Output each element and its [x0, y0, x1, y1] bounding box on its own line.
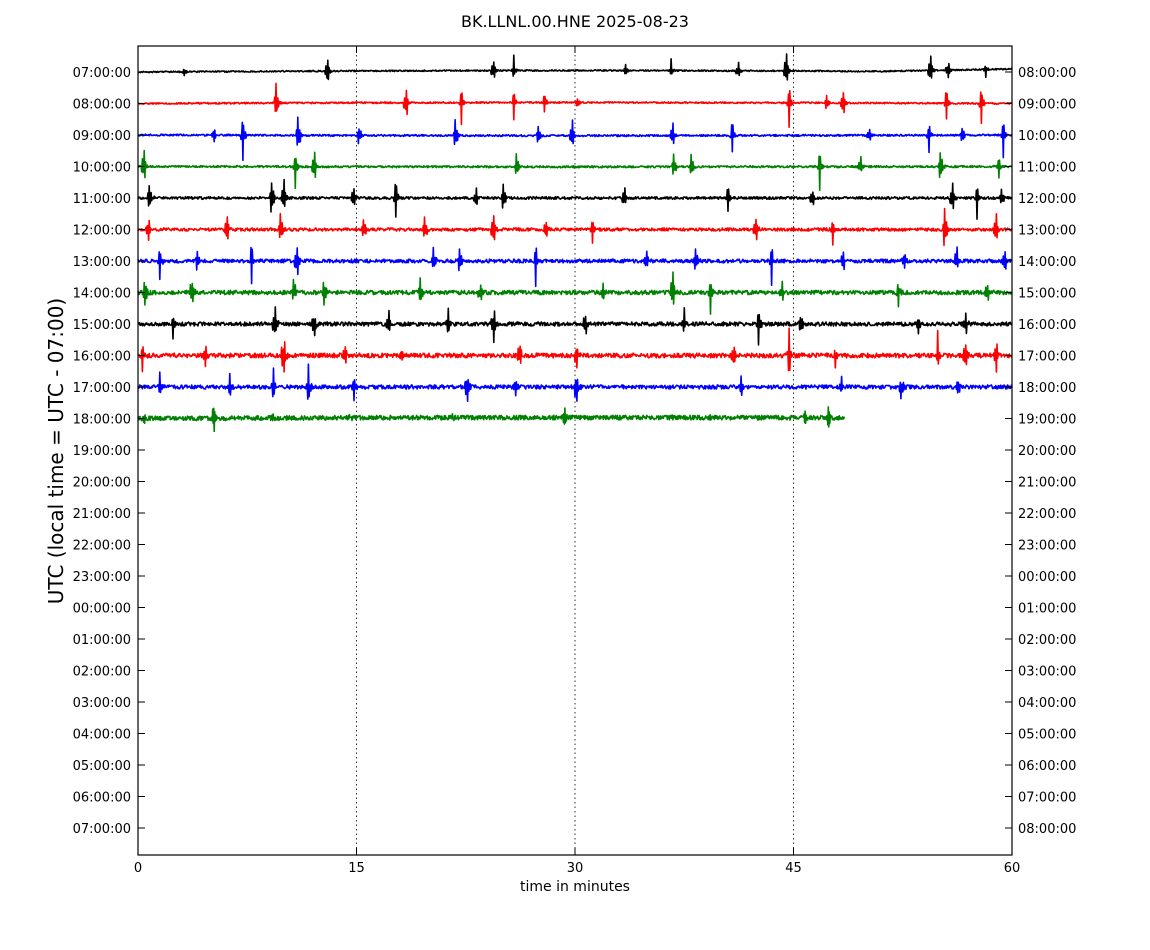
x-tick-label: 30 [567, 861, 584, 876]
y-tick-label-left: 07:00:00 [73, 66, 131, 81]
y-tick-label-right: 21:00:00 [1018, 476, 1076, 491]
y-tick-label-right: 11:00:00 [1018, 161, 1076, 176]
x-tick-label: 45 [785, 861, 802, 876]
y-tick-label-right: 12:00:00 [1018, 192, 1076, 207]
y-tick-label-left: 08:00:00 [73, 98, 131, 113]
x-tick-label: 15 [348, 861, 365, 876]
trace-row-0 [137, 53, 1013, 81]
y-tick-label-left: 11:00:00 [73, 192, 131, 207]
y-tick-label-left: 17:00:00 [73, 381, 131, 396]
y-tick-label-left: 12:00:00 [73, 224, 131, 239]
y-tick-label-left: 06:00:00 [73, 791, 131, 806]
y-tick-label-left: 00:00:00 [73, 602, 131, 617]
trace-row-2 [137, 116, 1013, 162]
y-tick-label-right: 09:00:00 [1018, 98, 1076, 113]
y-tick-label-left: 09:00:00 [73, 129, 131, 144]
trace-row-7 [137, 271, 1013, 315]
y-tick-label-right: 04:00:00 [1018, 696, 1076, 711]
x-axis-label: time in minutes [520, 879, 630, 895]
y-tick-label-left: 21:00:00 [73, 507, 131, 522]
x-tick-label: 60 [1004, 861, 1021, 876]
trace-row-8 [137, 306, 1013, 346]
y-tick-label-left: 18:00:00 [73, 413, 131, 428]
y-tick-label-right: 17:00:00 [1018, 350, 1076, 365]
y-tick-label-left: 04:00:00 [73, 728, 131, 743]
y-tick-label-right: 08:00:00 [1018, 66, 1076, 81]
y-tick-label-right: 00:00:00 [1018, 570, 1076, 585]
y-tick-label-left: 07:00:00 [73, 822, 131, 837]
y-tick-label-left: 13:00:00 [73, 255, 131, 270]
y-axis-label: UTC (local time = UTC - 07:00) [44, 298, 68, 604]
y-tick-label-right: 14:00:00 [1018, 255, 1076, 270]
y-tick-label-right: 02:00:00 [1018, 633, 1076, 648]
y-tick-label-left: 19:00:00 [73, 444, 131, 459]
y-tick-label-left: 20:00:00 [73, 476, 131, 491]
x-tick-label: 0 [134, 861, 142, 876]
y-tick-label-left: 14:00:00 [73, 287, 131, 302]
plot-frame [137, 45, 1013, 856]
y-tick-label-right: 19:00:00 [1018, 413, 1076, 428]
chart-title: BK.LLNL.00.HNE 2025-08-23 [461, 12, 689, 31]
y-tick-label-right: 03:00:00 [1018, 665, 1076, 680]
y-tick-label-left: 03:00:00 [73, 696, 131, 711]
y-tick-label-right: 01:00:00 [1018, 602, 1076, 617]
y-tick-label-left: 05:00:00 [73, 759, 131, 774]
y-tick-label-left: 15:00:00 [73, 318, 131, 333]
y-tick-label-right: 22:00:00 [1018, 507, 1076, 522]
y-tick-label-left: 10:00:00 [73, 161, 131, 176]
trace-row-4 [137, 178, 1013, 220]
trace-row-9 [137, 327, 1013, 373]
y-tick-label-left: 16:00:00 [73, 350, 131, 365]
y-tick-label-right: 15:00:00 [1018, 287, 1076, 302]
trace-row-1 [137, 82, 1013, 128]
y-tick-label-right: 07:00:00 [1018, 791, 1076, 806]
y-tick-label-right: 20:00:00 [1018, 444, 1076, 459]
y-tick-label-right: 23:00:00 [1018, 539, 1076, 554]
y-tick-label-left: 22:00:00 [73, 539, 131, 554]
ticks: 0 15 30 45 60 07:00:00 08:00:00 08:00:00 09:00:0… [73, 46, 1076, 876]
y-tick-label-right: 18:00:00 [1018, 381, 1076, 396]
y-tick-label-left: 02:00:00 [73, 665, 131, 680]
y-tick-label-left: 01:00:00 [73, 633, 131, 648]
trace-row-10 [137, 363, 1013, 402]
y-tick-label-right: 08:00:00 [1018, 822, 1076, 837]
y-tick-label-right: 16:00:00 [1018, 318, 1076, 333]
y-tick-label-right: 06:00:00 [1018, 759, 1076, 774]
trace-row-11 [137, 406, 846, 433]
y-tick-label-right: 10:00:00 [1018, 129, 1076, 144]
y-tick-label-right: 13:00:00 [1018, 224, 1076, 239]
traces [137, 53, 1013, 433]
y-tick-label-right: 05:00:00 [1018, 728, 1076, 743]
trace-row-3 [137, 149, 1013, 191]
y-tick-label-left: 23:00:00 [73, 570, 131, 585]
trace-row-6 [137, 246, 1013, 288]
trace-row-5 [137, 207, 1013, 247]
